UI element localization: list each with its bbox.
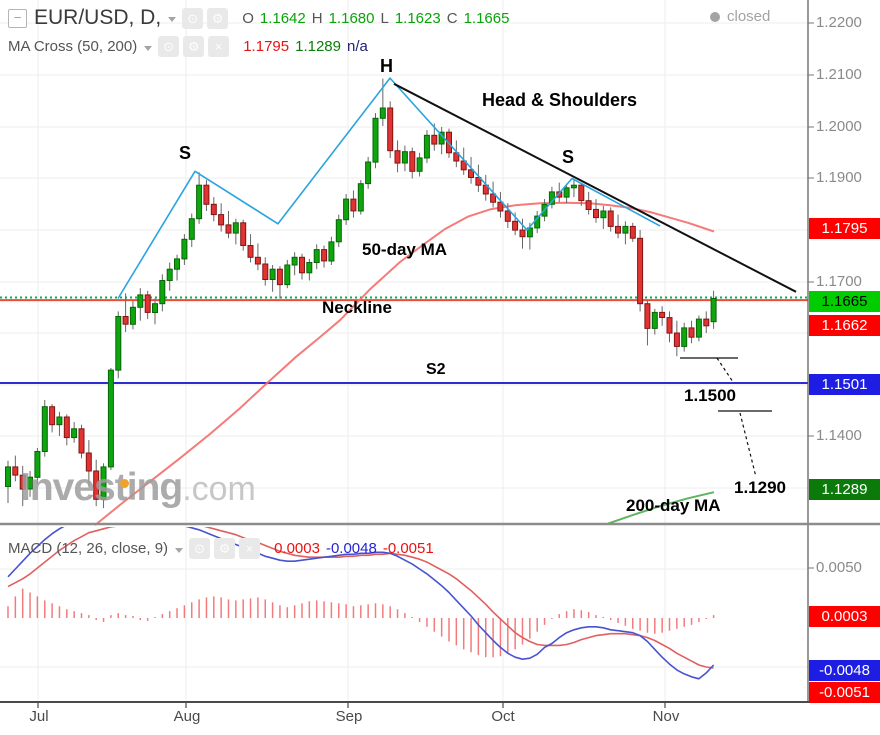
low-value: 1.1623 <box>394 9 441 27</box>
close-label: C <box>446 9 458 27</box>
axis-tick-label: 1.1900 <box>816 169 862 186</box>
axis-tick-label: 1.1400 <box>816 427 862 444</box>
chevron-down-icon[interactable] <box>144 45 153 51</box>
ma-cross-values: 1.1795 1.1289 n/a <box>243 38 374 55</box>
month-label: Jul <box>29 708 49 725</box>
open-value: 1.1642 <box>259 9 306 27</box>
high-label: H <box>311 9 323 27</box>
close-value: 1.1665 <box>463 9 510 27</box>
ohlc-readout: O 1.1642 H 1.1680 L 1.1623 C 1.1665 <box>242 10 515 27</box>
ma200-label[interactable]: 200-day MA <box>626 496 721 515</box>
close-icon[interactable]: × <box>239 538 261 559</box>
gear-icon[interactable]: ⚙ <box>214 538 236 559</box>
price-badge: 1.1289 <box>809 479 880 500</box>
collapse-icon[interactable]: − <box>8 8 27 28</box>
head-label[interactable]: H <box>380 56 393 76</box>
neckline-label[interactable]: Neckline <box>322 298 392 317</box>
price-badge: 1.1665 <box>809 291 880 312</box>
chevron-down-icon[interactable] <box>168 17 177 22</box>
symbol-title[interactable]: EUR/USD, D, <box>34 6 162 29</box>
ma50-value: 1.1795 <box>243 38 290 55</box>
ma50-label[interactable]: 50-day MA <box>362 240 448 259</box>
target2-label[interactable]: 1.1290 <box>734 478 786 497</box>
pattern-label[interactable]: Head & Shoulders <box>482 90 638 110</box>
ma-cross-title[interactable]: MA Cross (50, 200) <box>8 38 138 55</box>
high-value: 1.1680 <box>328 9 375 27</box>
macd-legend-row: MACD (12, 26, close, 9) ⊙ ⚙ × 0.0003 -0.… <box>8 538 440 559</box>
low-label: L <box>380 9 389 27</box>
macd-title[interactable]: MACD (12, 26, close, 9) <box>8 540 169 557</box>
macd-hist-value: 0.0003 <box>274 540 320 557</box>
target1-label[interactable]: 1.1500 <box>684 386 736 405</box>
status-dot-icon <box>710 11 720 22</box>
open-label: O <box>242 9 254 27</box>
watermark-suffix: .com <box>182 470 256 508</box>
left-shoulder-label[interactable]: S <box>179 143 192 163</box>
macd-signal-value: -0.0051 <box>382 540 434 557</box>
eye-icon[interactable]: ⊙ <box>158 36 180 57</box>
eye-icon[interactable]: ⊙ <box>182 7 204 29</box>
s2-label[interactable]: S2 <box>426 361 446 378</box>
axis-tick-label: 1.2000 <box>816 118 862 135</box>
axis-tick-label: 1.1700 <box>816 273 862 290</box>
close-icon[interactable]: × <box>208 36 230 57</box>
price-badge: 1.1795 <box>809 218 880 239</box>
market-status: closed <box>710 8 770 25</box>
price-badge: -0.0051 <box>809 682 880 703</box>
investing-watermark: Investing.com <box>20 466 256 510</box>
month-label: Oct <box>491 708 515 725</box>
macd-line-value: -0.0048 <box>325 540 377 557</box>
ma200-value: 1.1289 <box>295 38 341 55</box>
status-text: closed <box>727 8 771 25</box>
axis-tick-label: 1.2100 <box>816 66 862 83</box>
right-shoulder-label[interactable]: S <box>562 147 575 167</box>
macd-values: 0.0003 -0.0048 -0.0051 <box>274 540 440 557</box>
month-label: Aug <box>173 708 201 725</box>
axis-tick-label: 0.0050 <box>816 559 862 576</box>
price-badge: 0.0003 <box>809 606 880 627</box>
gear-icon[interactable]: ⚙ <box>183 36 205 57</box>
symbol-legend-row: − EUR/USD, D, ⊙ ⚙ O 1.1642 H 1.1680 L 1.… <box>8 6 515 30</box>
chevron-down-icon[interactable] <box>175 547 184 553</box>
eye-icon[interactable]: ⊙ <box>189 538 211 559</box>
price-badge: -0.0048 <box>809 660 880 681</box>
ma-cross-legend-row: MA Cross (50, 200) ⊙ ⚙ × 1.1795 1.1289 n… <box>8 36 374 57</box>
price-badge: 1.1662 <box>809 315 880 336</box>
gear-icon[interactable]: ⚙ <box>207 7 229 29</box>
watermark-brand: Investing <box>20 466 183 509</box>
cross-value: n/a <box>347 38 368 55</box>
price-badge: 1.1501 <box>809 374 880 395</box>
watermark-orange-dot-icon <box>120 479 129 488</box>
axis-tick-label: 1.2200 <box>816 14 862 31</box>
month-label: Nov <box>652 708 680 725</box>
month-label: Sep <box>335 708 363 725</box>
